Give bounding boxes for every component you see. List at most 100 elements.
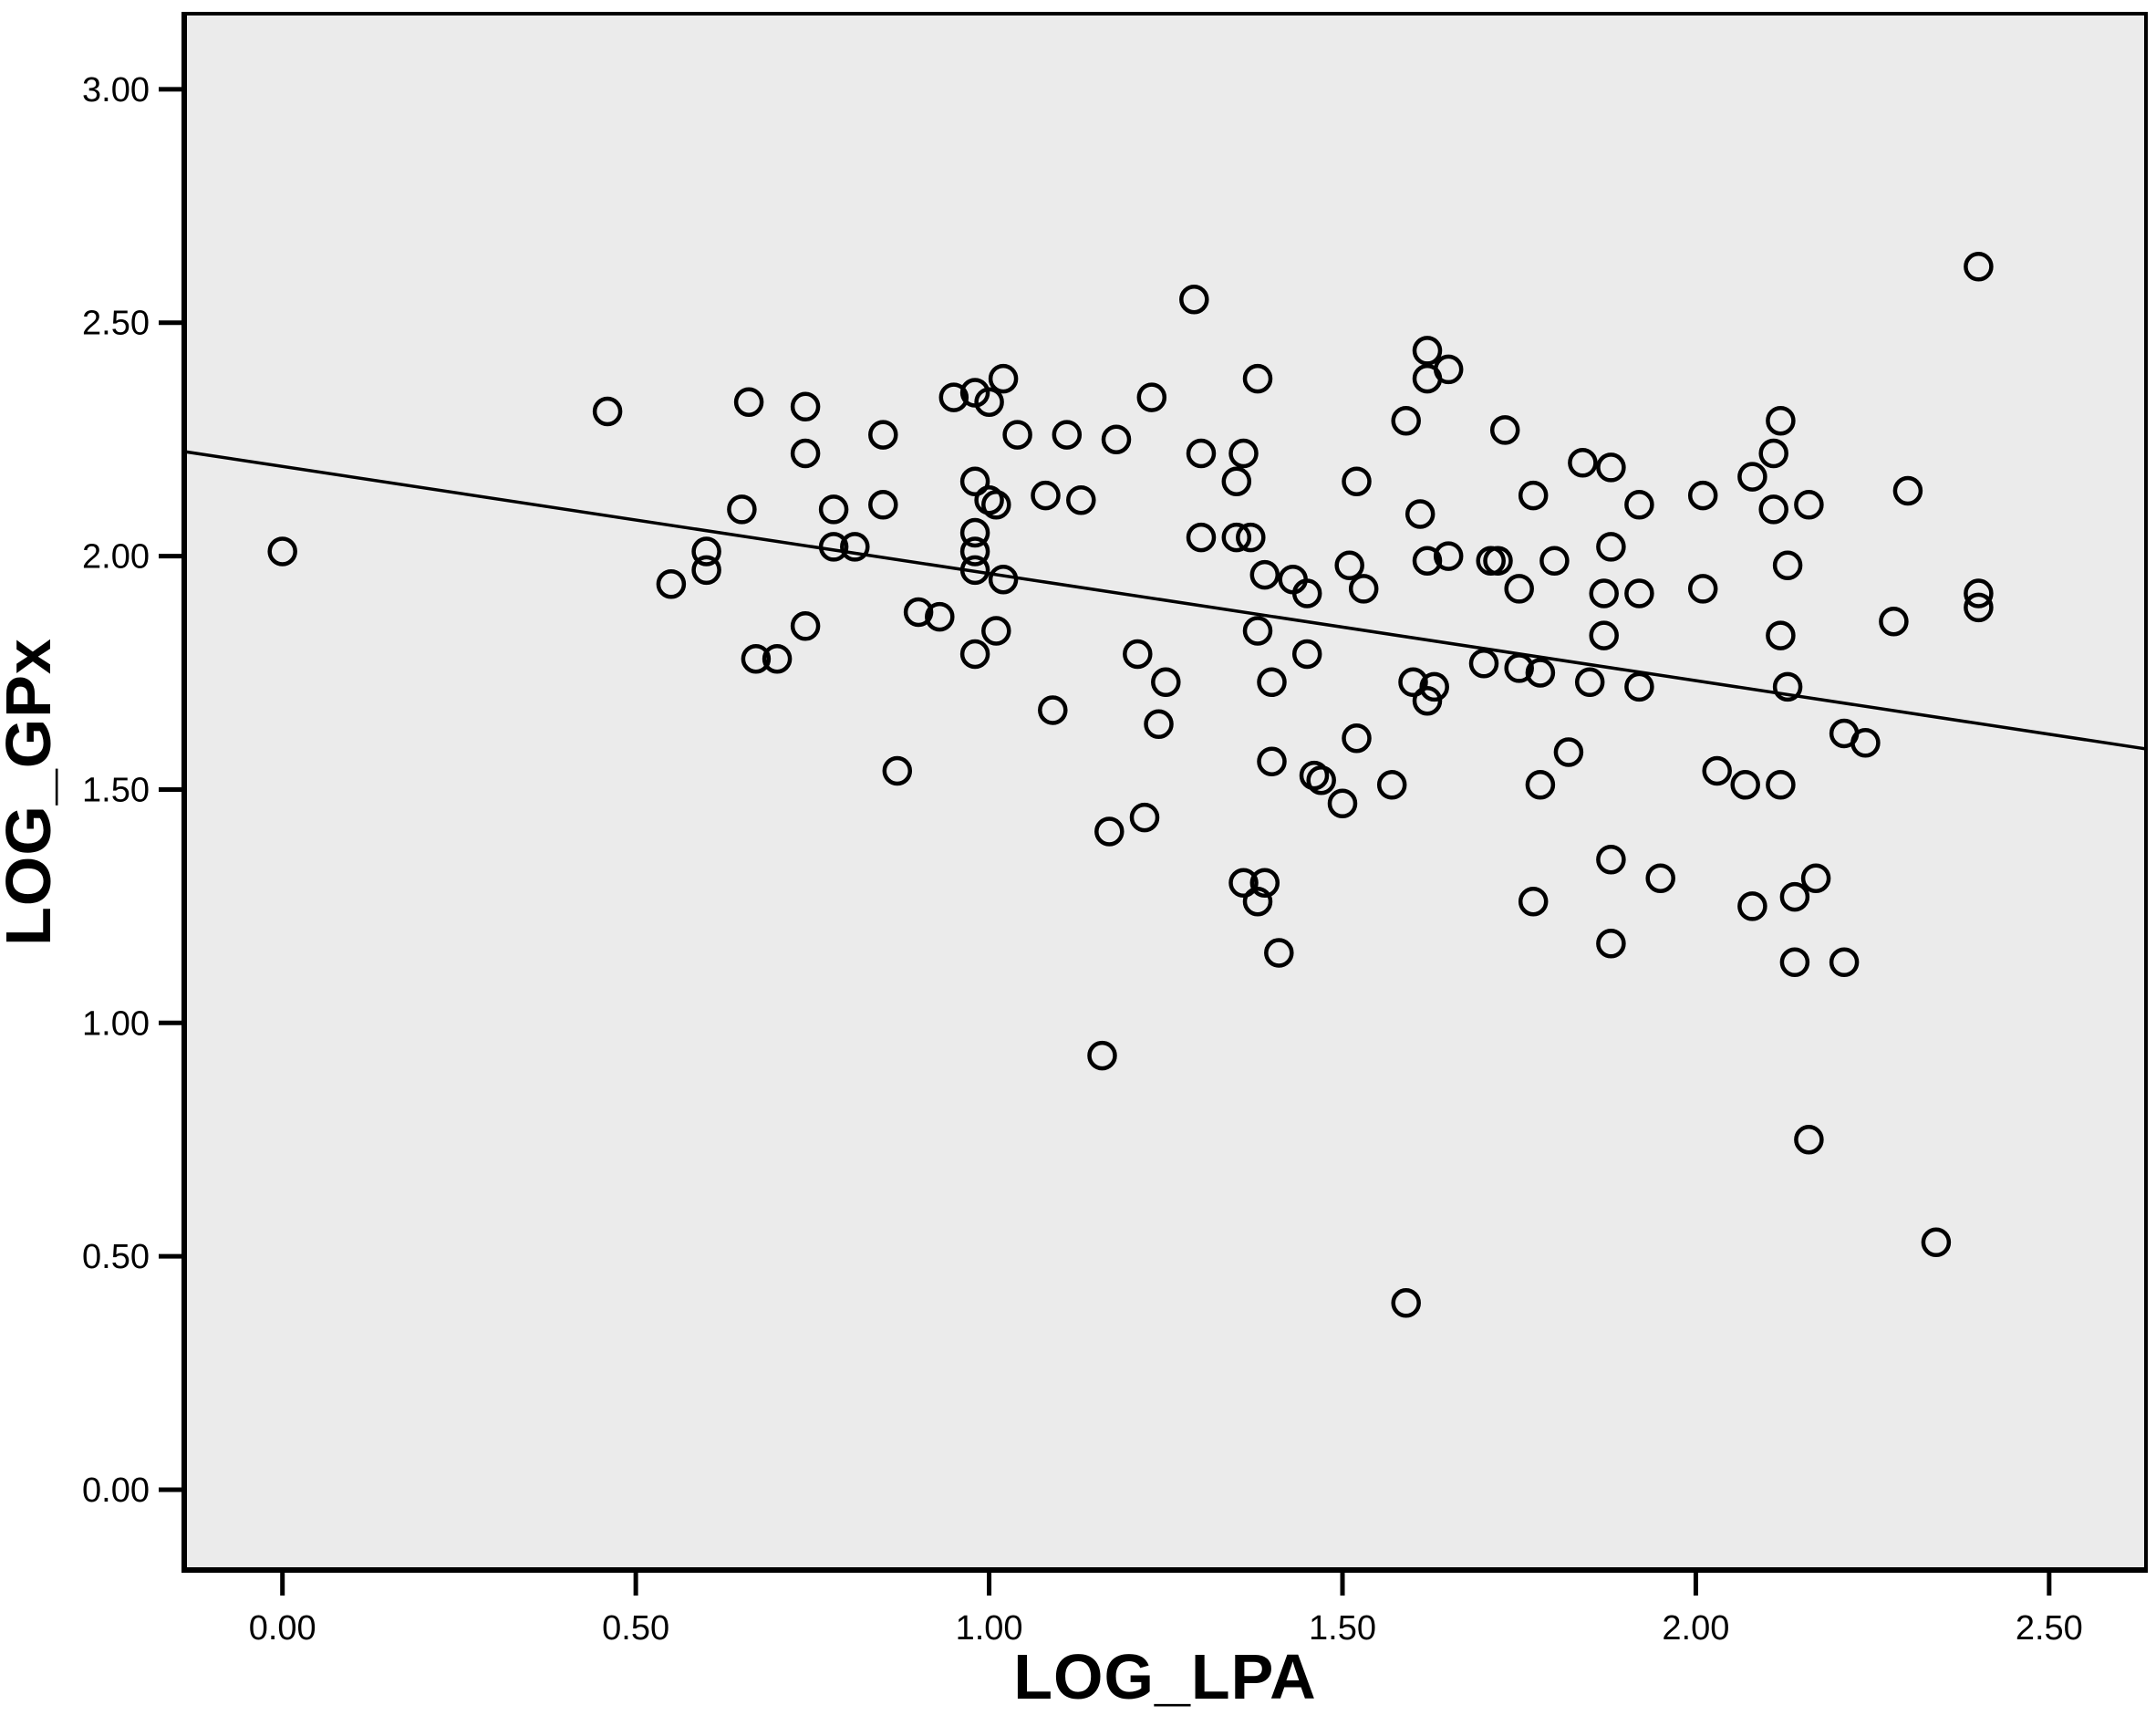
data-point: [1964, 252, 1994, 282]
data-point: [1123, 639, 1153, 670]
data-point: [1129, 802, 1160, 833]
x-tick-label: 0.00: [249, 1609, 316, 1648]
data-point: [981, 490, 1011, 520]
data-point: [1800, 863, 1831, 893]
x-tick-label: 1.50: [1309, 1609, 1376, 1648]
data-point: [1892, 475, 1923, 506]
data-point: [1391, 1288, 1421, 1318]
data-point: [959, 639, 990, 670]
data-point: [1094, 816, 1125, 847]
data-point: [1257, 746, 1287, 776]
scatter-points-layer: [267, 252, 1994, 1318]
data-point: [1038, 695, 1068, 725]
data-point: [1087, 1040, 1117, 1071]
data-point: [1687, 480, 1718, 511]
data-point: [727, 494, 757, 525]
data-point: [592, 396, 623, 427]
y-tick-label: 2.50: [82, 305, 150, 343]
data-point: [1031, 480, 1061, 511]
data-point: [1144, 709, 1174, 740]
data-point: [1342, 723, 1372, 754]
data-point: [1504, 574, 1534, 604]
data-point: [1468, 649, 1499, 679]
plot-area-background: [184, 14, 2146, 1570]
data-point: [1391, 405, 1421, 436]
data-point: [1589, 578, 1619, 608]
data-point: [1766, 405, 1796, 436]
data-point: [762, 643, 793, 674]
data-point: [1264, 938, 1294, 968]
data-point: [1829, 947, 1860, 978]
data-point: [1779, 947, 1810, 978]
data-point: [1574, 667, 1605, 698]
data-point: [981, 616, 1011, 646]
data-point: [1921, 1227, 1952, 1258]
data-point: [1489, 415, 1520, 445]
data-point: [1249, 559, 1280, 590]
data-point: [1737, 462, 1767, 492]
y-tick-label: 1.50: [82, 771, 150, 809]
data-point: [1553, 737, 1584, 767]
data-point: [1242, 616, 1273, 646]
data-point: [840, 532, 870, 562]
data-point: [1772, 550, 1803, 581]
data-point: [868, 420, 898, 450]
x-tick-label: 0.50: [602, 1609, 669, 1648]
data-point: [1186, 438, 1217, 469]
data-point: [1151, 667, 1181, 698]
axis-ticks-layer: 0.00 0.50 1.00 1.50 2.00 2.50 0.00 0.50 1.00 1.50…: [82, 71, 2083, 1648]
data-point: [1794, 1124, 1824, 1155]
data-point: [1342, 466, 1372, 496]
data-point: [1525, 658, 1556, 688]
data-point: [882, 755, 913, 786]
data-point: [959, 536, 990, 567]
data-point: [1624, 490, 1654, 520]
data-point: [1002, 420, 1032, 450]
data-point: [903, 597, 934, 628]
data-point: [1779, 881, 1810, 912]
data-point: [1221, 522, 1252, 553]
data-point: [1730, 770, 1760, 800]
data-point: [1596, 929, 1626, 959]
data-point: [1066, 484, 1096, 515]
data-point: [1228, 868, 1259, 899]
data-point: [1221, 466, 1252, 496]
data-point: [1101, 424, 1132, 454]
data-point: [1405, 499, 1436, 529]
data-point: [1525, 770, 1556, 800]
data-point: [1964, 578, 1994, 608]
data-point: [1306, 764, 1336, 795]
data-point: [1766, 770, 1796, 800]
data-point: [1412, 546, 1443, 576]
data-point: [1518, 886, 1549, 917]
data-point: [959, 466, 990, 496]
data-point: [1186, 522, 1217, 553]
data-point: [1539, 546, 1570, 576]
data-point: [1052, 420, 1083, 450]
data-point: [1589, 620, 1619, 650]
data-point: [691, 555, 721, 586]
data-point: [1257, 667, 1287, 698]
data-point: [1242, 363, 1273, 394]
data-point: [1568, 448, 1598, 478]
data-point: [1687, 574, 1718, 604]
y-tick-label: 2.00: [82, 538, 150, 577]
data-point: [1879, 606, 1909, 637]
data-point: [818, 494, 849, 525]
data-point: [1236, 522, 1266, 553]
data-point: [790, 391, 821, 422]
x-axis-label: LOG_LPA: [1013, 1641, 1316, 1712]
data-point: [1964, 592, 1994, 623]
regression-fit-line: [183, 450, 2147, 751]
data-point: [1794, 490, 1824, 520]
y-tick-label: 1.00: [82, 1004, 150, 1043]
data-point: [691, 536, 721, 567]
data-point: [790, 611, 821, 641]
data-point: [1412, 685, 1443, 716]
data-point: [988, 564, 1019, 595]
data-point: [733, 387, 764, 417]
data-point: [1412, 336, 1443, 366]
data-point: [1702, 755, 1732, 786]
